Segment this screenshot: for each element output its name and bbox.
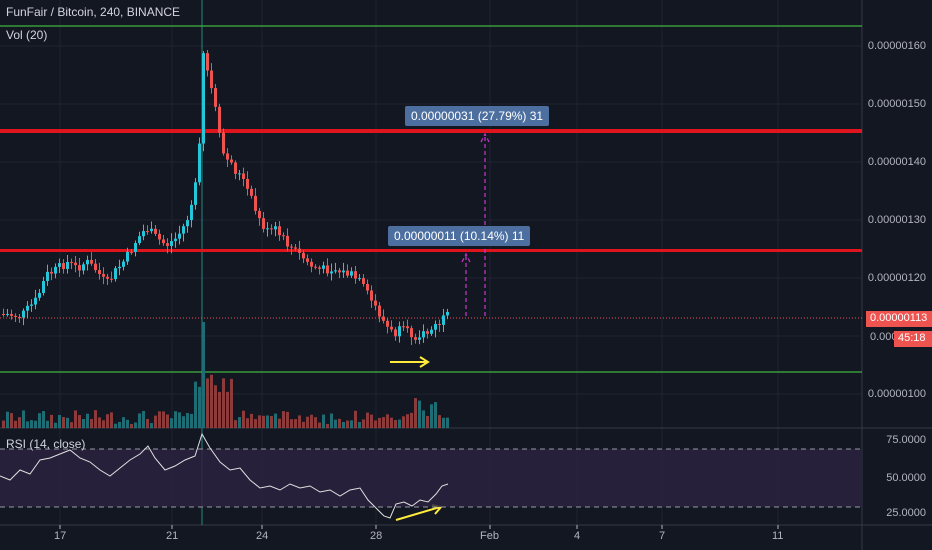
price-tick-partial: 0.000 bbox=[870, 331, 898, 343]
rsi-tick: 50.0000 bbox=[886, 472, 926, 484]
time-tick: 28 bbox=[370, 530, 383, 542]
price-tick: 0.00000140 bbox=[867, 156, 926, 168]
price-tick: 0.00000150 bbox=[867, 98, 926, 110]
chart-title[interactable]: FunFair / Bitcoin, 240, BINANCE bbox=[6, 5, 181, 19]
price-tick: 0.00000160 bbox=[867, 40, 926, 52]
rsi-indicator-label[interactable]: RSI (14, close) bbox=[6, 437, 86, 451]
price-arrow-annotation[interactable] bbox=[390, 356, 430, 368]
price-tick: 0.00000120 bbox=[867, 272, 926, 284]
measure-badge-upper[interactable]: 0.00000031 (27.79%) 31 bbox=[405, 106, 550, 126]
time-tick: Feb bbox=[480, 530, 499, 542]
price-tick: 0.00000130 bbox=[867, 214, 926, 226]
resistance-line-upper[interactable] bbox=[0, 129, 862, 133]
rsi-tick: 25.0000 bbox=[886, 507, 926, 519]
grid bbox=[0, 0, 862, 525]
time-tick: 7 bbox=[659, 530, 666, 542]
time-tick: 24 bbox=[256, 530, 269, 542]
projection-arrow-upper[interactable] bbox=[480, 132, 490, 316]
volume-series bbox=[2, 322, 449, 428]
volume-indicator-label[interactable]: Vol (20) bbox=[6, 28, 48, 42]
price-tick: 0.00000100 bbox=[867, 388, 926, 400]
time-tick-marks bbox=[59, 525, 779, 529]
resistance-line-lower[interactable] bbox=[0, 249, 862, 252]
time-tick: 21 bbox=[166, 530, 179, 542]
measure-badge-lower[interactable]: 0.00000011 (10.14%) 11 bbox=[388, 226, 531, 246]
rsi-band bbox=[0, 449, 862, 507]
countdown-tag: 45:18 bbox=[894, 331, 932, 347]
current-price-tag: 0.00000113 bbox=[866, 311, 932, 327]
rsi-line bbox=[0, 432, 449, 519]
time-tick: 4 bbox=[574, 530, 581, 542]
rsi-tick: 75.0000 bbox=[886, 434, 926, 446]
time-tick: 17 bbox=[54, 530, 67, 542]
projection-arrow-lower[interactable] bbox=[461, 252, 471, 316]
candlestick-series bbox=[2, 50, 449, 345]
time-tick: 11 bbox=[772, 530, 784, 542]
